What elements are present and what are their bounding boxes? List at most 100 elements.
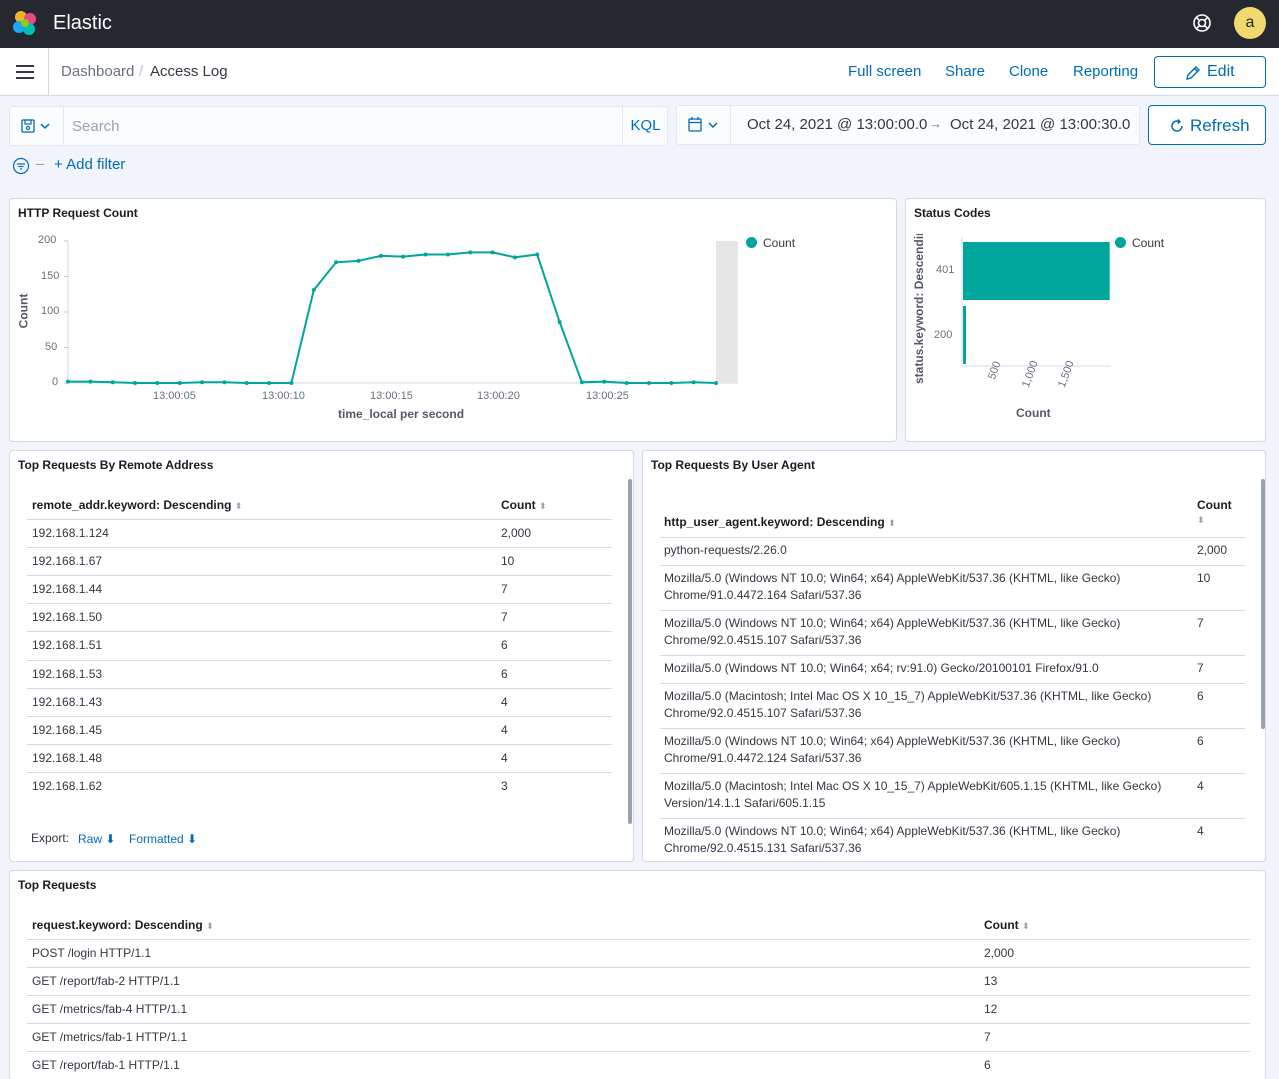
query-bar: KQL <box>9 106 668 146</box>
cell-count: 7 <box>1197 661 1204 675</box>
filter-options-icon[interactable] <box>12 157 30 175</box>
scrollbar[interactable] <box>628 479 632 824</box>
full-screen-link[interactable]: Full screen <box>848 63 922 80</box>
cell-key-line1: Mozilla/5.0 (Macintosh; Intel Mac OS X 1… <box>664 779 1162 793</box>
search-input[interactable] <box>65 107 621 145</box>
data-point <box>602 379 607 384</box>
data-point <box>267 381 272 385</box>
hamburger-menu-icon[interactable] <box>16 65 34 79</box>
column-header-key[interactable]: remote_addr.keyword: Descending ⬍ <box>32 498 243 512</box>
column-header-key[interactable]: http_user_agent.keyword: Descending ⬍ <box>664 515 896 529</box>
cell-key: GET /metrics/fab-1 HTTP/1.1 <box>32 1030 188 1045</box>
data-point <box>490 250 495 255</box>
reporting-link[interactable]: Reporting <box>1073 63 1139 80</box>
cell-count: 7 <box>1197 616 1204 630</box>
cell-key-line1: Mozilla/5.0 (Windows NT 10.0; Win64; x64… <box>664 734 1121 748</box>
edit-button-label: Edit <box>1207 63 1235 80</box>
x-axis-title: Count <box>1016 406 1051 420</box>
kql-toggle[interactable]: KQL <box>622 107 668 145</box>
refresh-button[interactable]: Refresh <box>1148 105 1266 145</box>
table-row <box>27 939 1250 967</box>
calendar-icon <box>688 117 718 132</box>
legend-swatch[interactable] <box>1115 237 1126 248</box>
cell-count: 2,000 <box>1197 543 1228 557</box>
scrollbar[interactable] <box>1261 479 1265 729</box>
series-line-count <box>68 251 717 384</box>
user-agent-panel: Top Requests By User Agent http_user_age… <box>642 450 1266 862</box>
x-axis-title: time_local per second <box>338 407 465 421</box>
table-row <box>27 603 612 631</box>
cell-key-line2: Version/14.1.1 Safari/605.1.15 <box>664 796 826 810</box>
cell-count: 12 <box>984 1002 998 1017</box>
add-filter-button[interactable]: + Add filter <box>54 156 126 173</box>
data-point <box>311 287 316 292</box>
cell-key-line1: Mozilla/5.0 (Windows NT 10.0; Win64; x64… <box>664 824 1121 838</box>
table-row <box>27 1023 1250 1051</box>
brand-name: Elastic <box>53 12 112 34</box>
edit-button[interactable]: Edit <box>1154 56 1266 88</box>
cell-count: 4 <box>1197 824 1204 838</box>
share-link[interactable]: Share <box>945 63 986 80</box>
breadcrumb-dashboard[interactable]: Dashboard <box>61 63 135 80</box>
panel-title: Top Requests By Remote Address <box>18 458 214 472</box>
cell-key: 192.168.1.51 <box>32 638 103 653</box>
cell-key-line2: Chrome/91.0.4472.124 Safari/537.36 <box>664 751 862 765</box>
column-header-count[interactable]: Count ⬍ <box>1197 498 1232 525</box>
x-tick: 13:00:15 <box>370 390 413 402</box>
cell-count: 4 <box>501 722 508 737</box>
filter-divider <box>36 164 44 165</box>
user-avatar[interactable]: a <box>1234 7 1266 39</box>
export-formatted-link[interactable]: Formatted ⬇ <box>129 832 198 846</box>
start-date[interactable]: Oct 24, 2021 @ 13:00:00.0 <box>747 116 928 133</box>
http-request-count-chart <box>64 240 738 385</box>
column-header-count[interactable]: Count ⬍ <box>984 918 1030 932</box>
export-raw-link[interactable]: Raw ⬇ <box>78 832 116 846</box>
cell-key: 192.168.1.50 <box>32 610 103 625</box>
current-interval-band <box>716 241 738 383</box>
cell-count: 6 <box>1197 689 1204 703</box>
help-icon[interactable] <box>1192 13 1212 33</box>
saved-query-button[interactable] <box>10 107 64 145</box>
cell-key: 192.168.1.124 <box>32 526 109 540</box>
nav-divider <box>48 48 49 96</box>
cell-key: GET /report/fab-1 HTTP/1.1 <box>32 1058 180 1073</box>
data-point <box>356 258 361 263</box>
panel-title: HTTP Request Count <box>18 206 138 220</box>
y-tick: 401 <box>936 264 955 276</box>
column-header-count[interactable]: Count ⬍ <box>501 498 547 512</box>
cell-key-line1: Mozilla/5.0 (Windows NT 10.0; Win64; x64… <box>664 661 1099 675</box>
cell-key: 192.168.1.43 <box>32 694 103 709</box>
elastic-logo-icon[interactable] <box>12 10 38 36</box>
data-point <box>334 260 339 265</box>
legend-label[interactable]: Count <box>1132 236 1165 250</box>
download-icon: ⬇ <box>187 832 198 846</box>
cell-count: 6 <box>501 638 508 653</box>
cell-count: 6 <box>501 666 508 681</box>
data-point <box>244 381 249 385</box>
y-axis-title: Count <box>16 293 31 329</box>
data-point <box>110 380 115 385</box>
cell-key: GET /metrics/fab-4 HTTP/1.1 <box>32 1002 188 1017</box>
data-point <box>468 250 473 255</box>
panel-title: Top Requests By User Agent <box>651 458 816 472</box>
clone-link[interactable]: Clone <box>1009 63 1049 80</box>
data-point <box>177 381 182 385</box>
breadcrumb-bar: Dashboard / Access Log Full screen Share… <box>0 48 1279 96</box>
cell-count: 10 <box>501 554 515 569</box>
sort-icon: ⬍ <box>234 501 243 511</box>
column-header-key[interactable]: request.keyword: Descending ⬍ <box>32 918 214 932</box>
legend-label[interactable]: Count <box>763 236 796 250</box>
data-point <box>714 381 718 385</box>
table-row <box>27 715 612 744</box>
refresh-button-label: Refresh <box>1190 116 1250 135</box>
legend-swatch[interactable] <box>746 237 757 248</box>
table-row <box>27 995 1250 1023</box>
cell-count: 6 <box>984 1058 991 1073</box>
end-date[interactable]: Oct 24, 2021 @ 13:00:30.0 <box>950 116 1131 133</box>
export-label: Export: <box>31 831 70 845</box>
table-row <box>660 773 1245 818</box>
cell-key-line1: Mozilla/5.0 (Macintosh; Intel Mac OS X 1… <box>664 689 1152 703</box>
refresh-icon <box>1171 119 1183 132</box>
quick-date-menu-button[interactable] <box>677 106 731 144</box>
table-row <box>27 659 612 688</box>
